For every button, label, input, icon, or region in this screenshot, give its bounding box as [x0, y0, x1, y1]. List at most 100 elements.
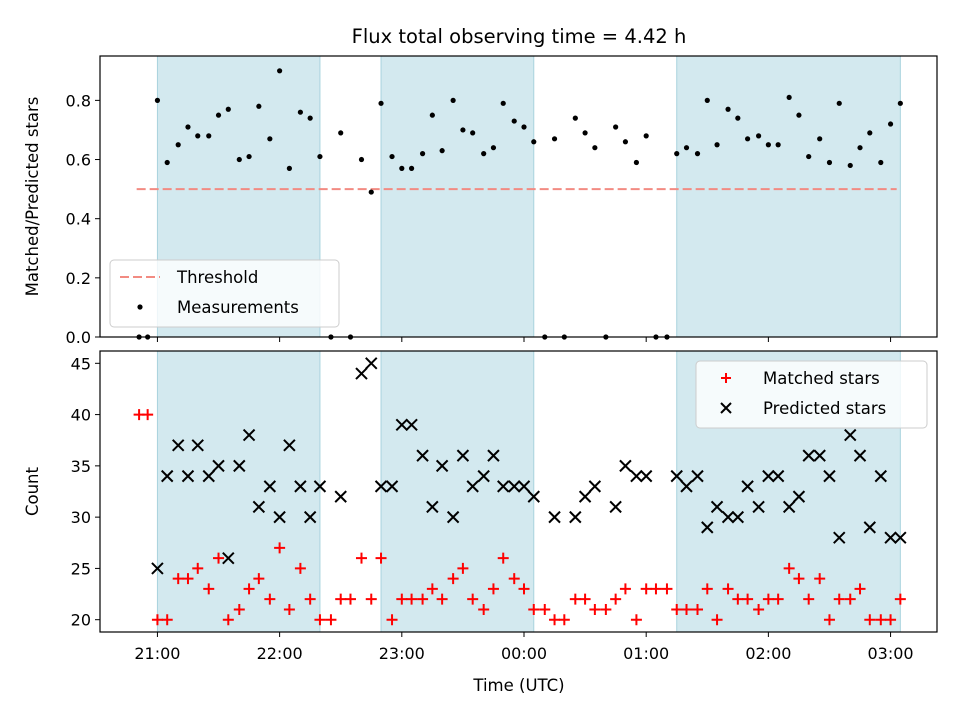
data-point — [894, 531, 907, 544]
data-point — [335, 593, 347, 605]
data-point — [490, 145, 497, 151]
data-point — [802, 449, 815, 462]
legend-label: Matched stars — [763, 369, 880, 388]
data-point — [551, 136, 558, 142]
top-panel: 0.0 0.2 0.4 0.6 0.8 Matched/Predicted stars Th… — [23, 55, 938, 347]
data-point — [674, 151, 680, 157]
data-point — [233, 459, 246, 473]
data-point — [711, 614, 723, 626]
data-point — [481, 151, 487, 157]
data-point — [487, 583, 499, 595]
data-point — [497, 480, 510, 493]
data-point — [701, 583, 713, 595]
data-point — [643, 133, 649, 139]
data-point — [783, 562, 795, 574]
data-point — [175, 142, 181, 148]
data-point — [786, 94, 792, 101]
data-point — [417, 593, 429, 605]
y-tick-label: 0.6 — [66, 151, 91, 170]
data-point — [192, 562, 204, 574]
data-point — [314, 614, 326, 626]
data-point — [782, 500, 796, 514]
data-point — [833, 531, 846, 544]
data-point — [844, 428, 857, 442]
chart-title: Flux total observing time = 4.42 h — [352, 25, 687, 48]
x-tick-label: 00:00 — [501, 644, 547, 663]
data-point — [191, 439, 204, 452]
data-point — [878, 159, 884, 166]
data-point — [650, 583, 662, 595]
data-point — [477, 469, 490, 483]
data-point — [233, 603, 245, 615]
data-point — [823, 614, 835, 626]
data-point — [847, 162, 853, 169]
data-point — [365, 357, 378, 370]
data-point — [622, 139, 629, 145]
data-point — [426, 500, 439, 514]
data-point — [722, 583, 734, 595]
data-point — [579, 593, 591, 605]
x-axis-label: Time (UTC) — [472, 676, 564, 695]
data-point — [844, 593, 856, 605]
bottom-panel: 20 25 30 35 40 45 21:00 22:00 23:00 00:00 01:00 02:… — [23, 350, 938, 663]
data-point — [508, 573, 520, 585]
data-point — [325, 614, 337, 626]
data-point — [283, 439, 296, 452]
data-point — [436, 593, 448, 605]
data-point — [793, 573, 805, 585]
data-point — [182, 573, 194, 585]
data-point — [374, 480, 388, 493]
x-tick-label: 03:00 — [868, 644, 914, 663]
data-point — [151, 614, 163, 626]
data-point — [243, 583, 255, 595]
data-point — [500, 100, 506, 106]
data-point — [600, 603, 612, 615]
data-point — [246, 153, 252, 160]
data-point — [195, 133, 201, 139]
data-point — [283, 603, 295, 615]
data-point — [814, 573, 826, 585]
x-tick-label: 02:00 — [745, 644, 791, 663]
data-point — [639, 469, 653, 483]
y-tick-label: 20 — [71, 611, 91, 630]
data-point — [549, 614, 561, 626]
data-point — [375, 552, 387, 564]
data-point — [264, 593, 276, 605]
data-point — [151, 562, 164, 575]
data-point — [277, 68, 283, 74]
y-tick-label: 0.2 — [66, 269, 91, 288]
x-tick-label: 01:00 — [623, 644, 669, 663]
data-point — [263, 480, 277, 493]
data-point — [358, 156, 365, 163]
x-tick-label: 22:00 — [257, 644, 303, 663]
data-point — [867, 130, 873, 136]
data-point — [661, 583, 673, 595]
data-point — [466, 480, 479, 493]
data-point — [582, 130, 588, 136]
data-point — [344, 593, 356, 605]
data-point — [286, 165, 292, 171]
data-point — [670, 469, 683, 483]
legend-marker — [137, 304, 143, 310]
data-point — [710, 500, 724, 514]
data-point — [419, 151, 426, 157]
data-point — [762, 593, 774, 605]
data-point — [630, 469, 643, 483]
y-tick-label: 0.8 — [66, 91, 91, 110]
data-point — [756, 133, 762, 139]
data-point — [609, 500, 622, 514]
data-point — [681, 603, 693, 615]
data-point — [307, 115, 313, 121]
data-point — [539, 603, 551, 615]
data-point — [365, 593, 377, 605]
data-point — [406, 593, 418, 605]
data-point — [897, 100, 903, 106]
data-point — [619, 459, 632, 473]
data-point — [864, 614, 876, 626]
data-point — [588, 480, 602, 493]
data-point — [853, 449, 867, 462]
data-point — [303, 510, 317, 524]
data-point — [558, 614, 570, 626]
data-point — [694, 151, 701, 157]
